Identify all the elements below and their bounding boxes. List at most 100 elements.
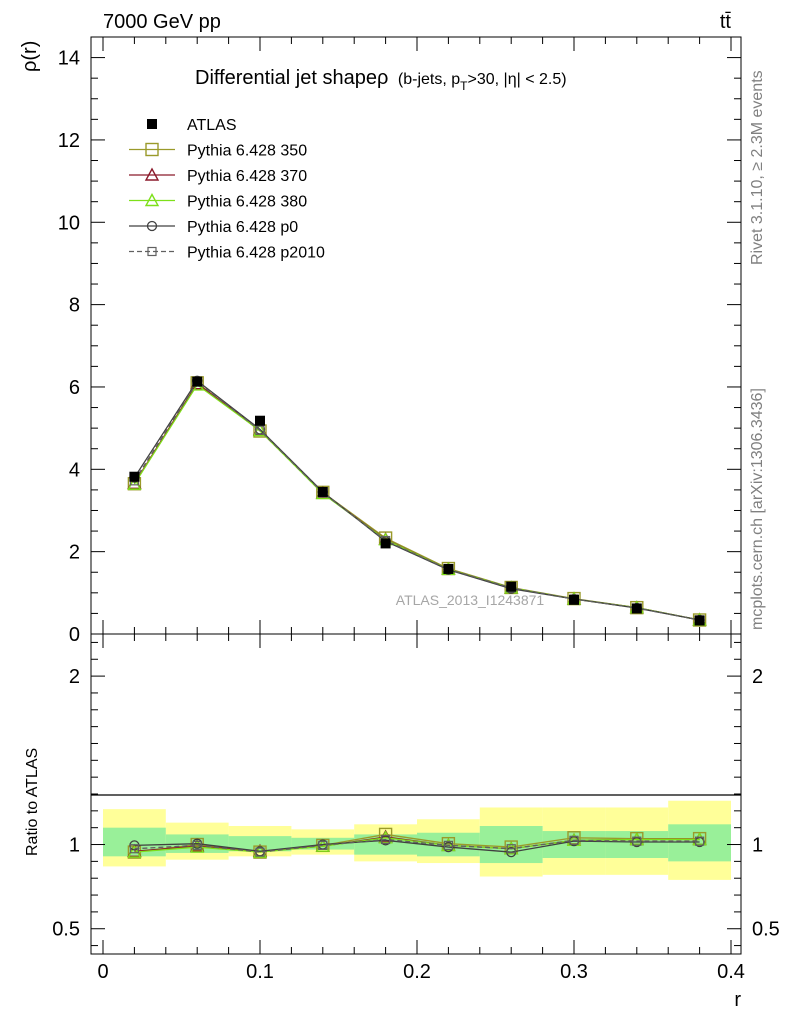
series-pythia-6-428-350: [127, 376, 707, 627]
x-tick-label: 0.4: [717, 961, 745, 983]
legend-entry: Pythia 6.428 370: [129, 167, 307, 185]
ratio-y-tick-label: 2: [69, 666, 80, 688]
series-line: [133, 381, 700, 621]
legend-marker: [144, 167, 160, 181]
legend-entry: Pythia 6.428 380: [129, 193, 307, 211]
ratio-plot-panel: 0.5 0.5 1 1 2 2 0 0.1 0.2 0.3 0.4 Ratio to ATLAS r: [24, 633, 780, 1011]
ratio-stat-band: [668, 824, 731, 862]
ratio-line: [134, 837, 700, 853]
ratio-point: [381, 834, 391, 845]
ratio-point: [255, 847, 265, 857]
x-tick-label: 0.3: [560, 961, 588, 983]
legend-marker: [147, 119, 157, 129]
main-y-tick-label: 14: [58, 48, 80, 70]
ratio-point: [694, 836, 705, 846]
header-energy-label: 7000 GeV pp: [103, 11, 221, 33]
ratio-stat-band: [291, 837, 355, 850]
main-y-tick-label: 10: [58, 212, 80, 234]
ratio-point: [569, 835, 579, 845]
main-plot-panel: 0 2 4 6 8 10 12 14 Differential jet shapeρ (b-j…: [19, 36, 742, 646]
series-pythia-6-428-p2010: [129, 377, 705, 625]
ratio-axis-ticks: 0.5 0.5 1 1 2 2 0 0.1 0.2 0.3 0.4: [52, 634, 780, 983]
chart-title-main: Differential jet shapeρ: [195, 67, 388, 89]
ratio-point: [443, 840, 453, 850]
data-point: [127, 476, 142, 490]
legend-entry: ATLAS: [147, 117, 237, 134]
main-y-tick-label: 0: [69, 624, 80, 646]
legend-label: ATLAS: [187, 117, 237, 134]
main-axis-ticks: 0 2 4 6 8 10 12 14: [58, 36, 741, 646]
legend-marker: [144, 193, 160, 207]
ratio-y-tick-label: 1: [69, 835, 80, 857]
legend-label: Pythia 6.428 p2010: [187, 245, 325, 262]
y-axis-label: ρ(r): [19, 41, 41, 72]
chart-title-sub: T: [460, 79, 468, 93]
ratio-point: [506, 844, 516, 854]
series-line: [133, 379, 700, 621]
chart-title: Differential jet shapeρ (b-jets, pT>30, …: [195, 67, 567, 93]
ratio-point: [129, 844, 139, 854]
mcplots-label: mcplots.cern.ch [arXiv:1306.3436]: [749, 388, 766, 630]
legend-entry: Pythia 6.428 350: [129, 143, 307, 160]
main-series-group: [127, 375, 707, 627]
series-line: [133, 382, 700, 621]
data-point: [506, 581, 517, 592]
data-point: [129, 471, 140, 482]
x-tick-label: 0: [97, 961, 108, 983]
data-point: [694, 615, 705, 626]
series-pythia-6-428-380: [127, 377, 707, 626]
legend-marker: [147, 246, 157, 257]
header-process-label: tt̄: [720, 11, 732, 33]
series-pythia-6-428-370: [127, 376, 707, 626]
rivet-version-label: Rivet 3.1.10, ≥ 2.3M events: [749, 70, 766, 265]
data-point: [255, 425, 265, 435]
series-line: [133, 383, 700, 621]
x-tick-label: 0.1: [246, 961, 274, 983]
main-y-tick-label: 4: [69, 459, 80, 481]
data-point: [443, 563, 454, 574]
data-point: [255, 415, 265, 426]
ratio-uncertainty-bands: [103, 800, 731, 880]
main-y-tick-label: 8: [69, 295, 80, 317]
chart-title-suffix: (b-jets, p: [398, 71, 460, 88]
legend-label: Pythia 6.428 350: [187, 143, 307, 160]
data-point: [380, 538, 391, 549]
data-point: [569, 594, 579, 605]
series-line: [133, 381, 700, 621]
ratio-y-tick-label-right: 0.5: [752, 919, 780, 941]
ratio-line: [134, 838, 700, 853]
main-y-tick-label: 12: [58, 130, 80, 152]
x-tick-label: 0.2: [403, 961, 431, 983]
ratio-point: [192, 840, 202, 850]
analysis-watermark: ATLAS_2013_I1243871: [396, 592, 545, 608]
series-atlas: [129, 376, 705, 626]
legend-marker: [145, 142, 159, 157]
series-pythia-6-428-p0: [129, 375, 705, 626]
ratio-stat-band: [228, 836, 292, 852]
ratio-plot-frame: [90, 633, 742, 955]
ratio-y-axis-label: Ratio to ATLAS: [24, 748, 41, 856]
ratio-y-tick-label-right: 2: [752, 666, 763, 688]
legend-entry: Pythia 6.428 p2010: [129, 245, 325, 262]
x-axis-label: r: [734, 989, 741, 1011]
ratio-point: [318, 840, 328, 850]
ratio-y-tick-label-right: 1: [752, 835, 763, 857]
legend: ATLAS Pythia 6.428 350 Pythia 6.428 370 Pyt…: [129, 117, 325, 262]
main-y-tick-label: 6: [69, 377, 80, 399]
ratio-point: [632, 836, 642, 846]
chart-title-end: >30, |η| < 2.5): [468, 71, 567, 88]
legend-label: Pythia 6.428 p0: [187, 219, 298, 236]
legend-entry: Pythia 6.428 p0: [129, 219, 298, 236]
data-point: [631, 603, 642, 614]
ratio-y-tick-label: 0.5: [52, 919, 80, 941]
ratio-point: [127, 844, 142, 858]
data-point: [252, 423, 268, 437]
ratio-series-pythia-6-428-p2010: [129, 834, 705, 857]
ratio-stat-band: [417, 832, 480, 857]
main-y-tick-label: 2: [69, 542, 80, 564]
ratio-series-group: [127, 827, 707, 859]
data-point: [317, 486, 328, 497]
data-point: [192, 376, 203, 387]
legend-label: Pythia 6.428 370: [187, 168, 307, 185]
